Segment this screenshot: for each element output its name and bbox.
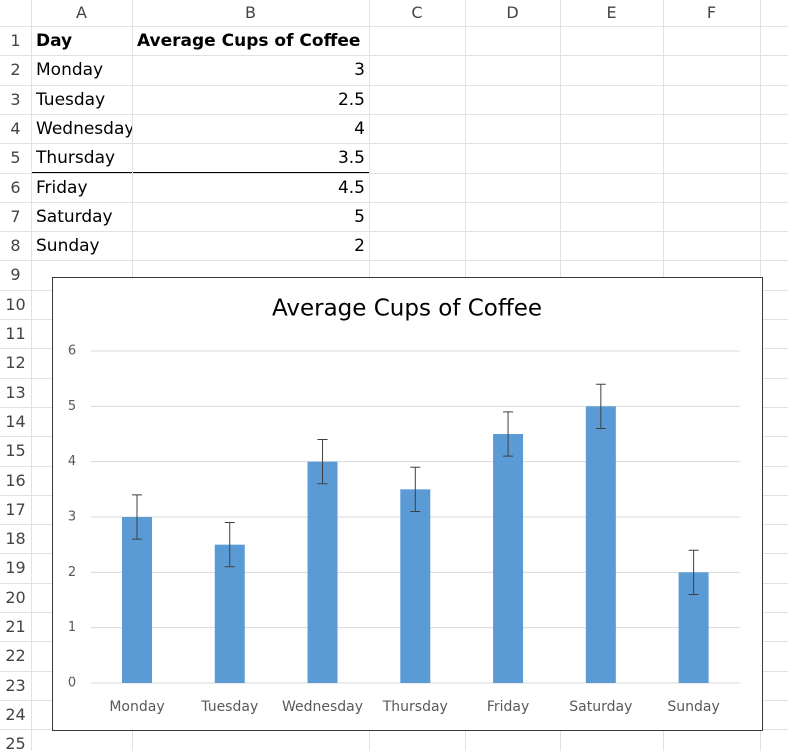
- row-header[interactable]: 15: [5, 441, 26, 461]
- table-cell[interactable]: 3: [132, 55, 370, 86]
- row-header[interactable]: 5: [10, 148, 21, 168]
- row-header[interactable]: 10: [5, 294, 26, 314]
- header-cell[interactable]: Average Cups of Coffee: [132, 26, 370, 57]
- error-bar: [317, 439, 328, 485]
- error-bar: [503, 411, 514, 457]
- row-header[interactable]: 8: [10, 236, 21, 256]
- table-cell[interactable]: Monday: [31, 55, 133, 86]
- header-cell[interactable]: Day: [31, 26, 133, 57]
- row-header[interactable]: 11: [5, 324, 26, 343]
- table-cell[interactable]: 2.5: [132, 84, 370, 115]
- row-header[interactable]: 4: [10, 118, 21, 138]
- row-header[interactable]: 17: [5, 499, 26, 519]
- grid-line: [0, 143, 788, 145]
- table-cell[interactable]: 3.5: [132, 143, 370, 174]
- row-header[interactable]: 18: [5, 529, 26, 549]
- column-header[interactable]: F: [706, 3, 717, 22]
- error-bar: [131, 494, 142, 540]
- column-header[interactable]: A: [76, 3, 87, 22]
- row-header[interactable]: 25: [5, 734, 26, 751]
- table-cell[interactable]: Saturday: [31, 201, 133, 233]
- x-tick-label: Wednesday: [282, 699, 363, 715]
- row-header[interactable]: 22: [5, 646, 26, 666]
- row-header[interactable]: 7: [10, 206, 21, 226]
- grid-line: [0, 26, 788, 27]
- grid-line: [0, 231, 788, 233]
- row-header[interactable]: 2: [10, 60, 21, 80]
- grid-line: [31, 0, 32, 751]
- table-cell[interactable]: 2: [132, 231, 370, 262]
- row-header[interactable]: 14: [5, 411, 26, 431]
- grid-line: [0, 201, 788, 203]
- row-header[interactable]: 24: [5, 704, 26, 724]
- bar: [585, 406, 616, 683]
- error-bar: [224, 522, 235, 568]
- table-cell[interactable]: Sunday: [31, 231, 133, 262]
- row-header[interactable]: 23: [5, 675, 26, 695]
- column-header[interactable]: C: [411, 3, 423, 22]
- table-cell[interactable]: Friday: [31, 172, 133, 203]
- row-header[interactable]: 6: [10, 177, 21, 197]
- y-tick-label: 3: [68, 510, 76, 525]
- row-header[interactable]: 13: [5, 382, 26, 402]
- bar: [121, 517, 152, 683]
- grid-line: [0, 172, 788, 174]
- column-header[interactable]: E: [606, 3, 617, 22]
- y-tick-label: 0: [68, 676, 76, 691]
- x-tick-label: Tuesday: [200, 699, 258, 715]
- x-tick-label: Monday: [109, 699, 164, 715]
- row-header[interactable]: 3: [10, 89, 21, 109]
- row-header[interactable]: 9: [10, 265, 21, 285]
- row-header[interactable]: 21: [5, 617, 26, 636]
- table-cell[interactable]: 4.5: [132, 172, 370, 203]
- row-header[interactable]: 12: [5, 353, 26, 373]
- chart-title: Average Cups of Coffee: [272, 296, 542, 322]
- row-header[interactable]: 19: [5, 558, 26, 578]
- table-cell[interactable]: Tuesday: [31, 84, 133, 115]
- grid-line: [0, 55, 788, 57]
- error-bar: [688, 549, 699, 595]
- grid-line: [0, 84, 788, 86]
- y-tick-label: 4: [68, 454, 76, 469]
- row-header[interactable]: 20: [5, 587, 26, 607]
- row-header[interactable]: 16: [5, 470, 26, 490]
- bar: [307, 461, 338, 683]
- x-tick-label: Sunday: [667, 699, 719, 715]
- bar: [214, 544, 245, 683]
- error-bar: [595, 383, 606, 429]
- x-tick-label: Thursday: [382, 699, 448, 715]
- grid-line: [0, 260, 788, 262]
- grid-line: [0, 113, 788, 115]
- column-header[interactable]: B: [245, 3, 256, 22]
- y-tick-label: 5: [68, 399, 76, 414]
- table-cell[interactable]: 5: [132, 201, 370, 233]
- table-cell[interactable]: Thursday: [31, 143, 133, 174]
- error-bar: [410, 466, 421, 512]
- table-cell[interactable]: Wednesday: [31, 113, 133, 145]
- x-tick-label: Saturday: [569, 699, 632, 715]
- y-tick-label: 1: [68, 620, 76, 635]
- row-header[interactable]: 1: [10, 31, 21, 50]
- table-cell[interactable]: 4: [132, 113, 370, 145]
- y-tick-label: 2: [68, 565, 76, 580]
- chart: Average Cups of Coffee 0 1 2 3 4 5 6 Monday Tues…: [52, 277, 763, 731]
- y-tick-label: 6: [68, 344, 76, 359]
- bar: [400, 489, 431, 683]
- column-header[interactable]: D: [506, 3, 519, 22]
- x-tick-label: Friday: [487, 699, 529, 715]
- bar: [493, 434, 524, 683]
